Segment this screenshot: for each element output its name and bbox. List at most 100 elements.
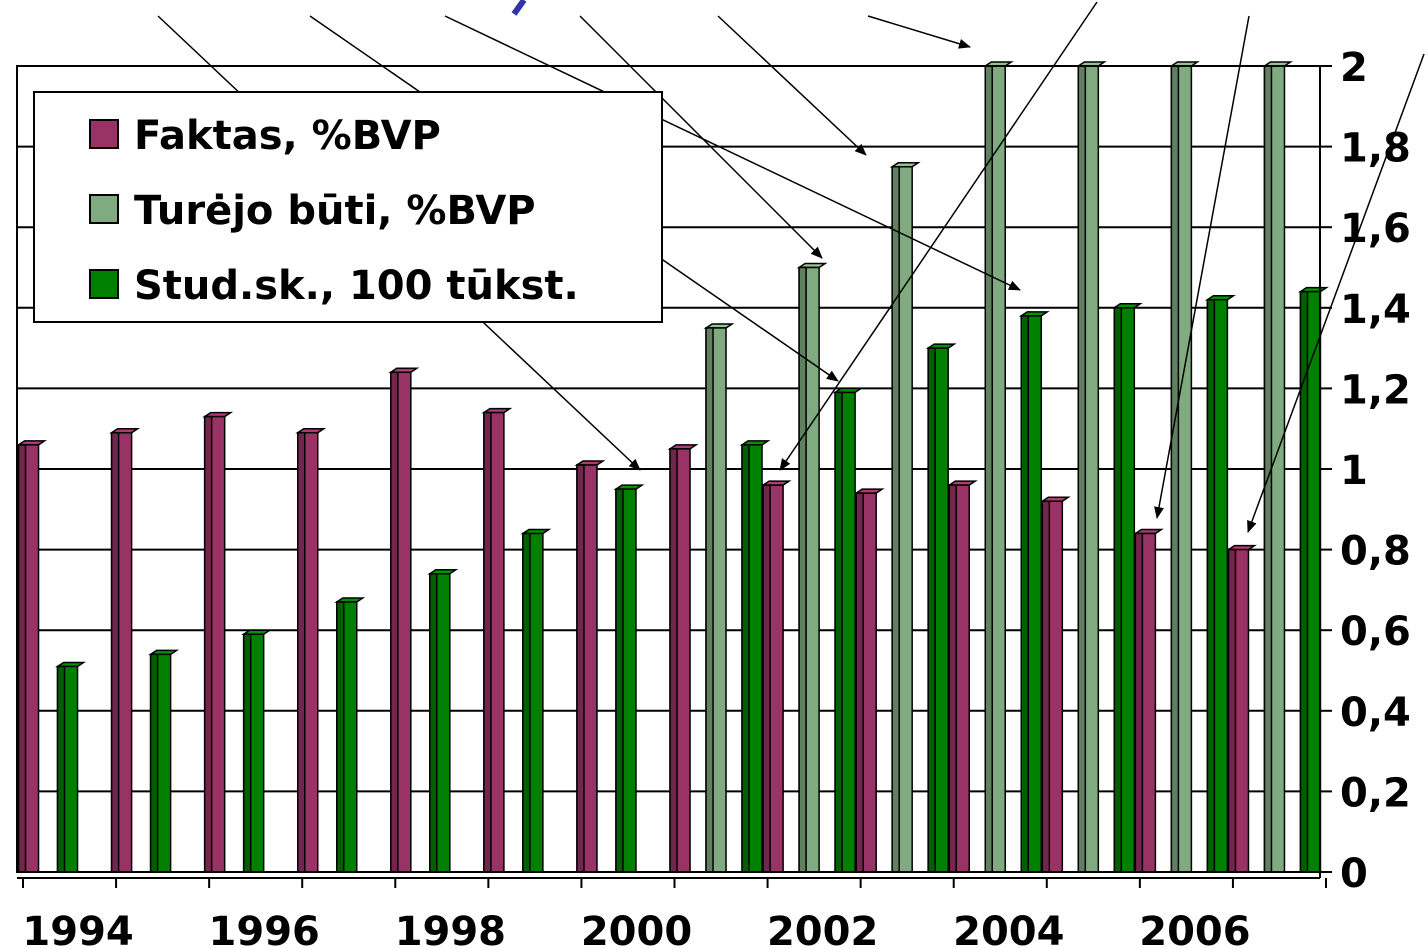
bar-2-1999 xyxy=(520,528,552,873)
bar-side-face xyxy=(203,415,213,873)
bar-side-face xyxy=(390,371,399,873)
bar-side-face xyxy=(615,488,624,873)
x-tick-label: 2002 xyxy=(767,909,878,949)
annotation-arrow xyxy=(444,15,1021,291)
bar-0-2003 xyxy=(853,488,885,873)
y-tick-label: 1,6 xyxy=(1340,206,1411,252)
legend-swatch-stud xyxy=(89,269,119,299)
annotation-arrow xyxy=(1154,15,1250,519)
bar-side-face xyxy=(242,633,252,873)
y-tick-label: 0,8 xyxy=(1340,529,1411,575)
bar-0-2000 xyxy=(574,460,606,873)
legend-swatch-turejo xyxy=(89,194,119,224)
y-tick-label: 1,2 xyxy=(1340,367,1411,413)
bar-side-face xyxy=(948,484,957,873)
y-tick-label: 0,4 xyxy=(1340,690,1411,736)
x-tick-label: 1994 xyxy=(22,909,133,949)
bar-side-face xyxy=(1077,65,1087,873)
bar-0-2005 xyxy=(1039,496,1071,873)
bar-side-face xyxy=(297,431,306,873)
bar-2-2005 xyxy=(1111,303,1143,873)
y-tick-label: 2 xyxy=(1340,45,1368,91)
bar-side-face xyxy=(705,327,714,873)
bar-side-face xyxy=(1206,298,1216,873)
bar-1-2007 xyxy=(1261,61,1293,873)
annotation-arrow xyxy=(867,15,971,49)
y-tick-label: 1 xyxy=(1340,448,1368,494)
bar-0-2001 xyxy=(667,444,699,873)
legend-label-turejo: Turėjo būti, %BVP xyxy=(134,188,536,234)
bars xyxy=(16,61,1329,873)
bar-side-face xyxy=(1041,500,1051,873)
bar-side-face xyxy=(1227,548,1237,873)
bar-1-2003 xyxy=(889,162,921,873)
bar-2-1994 xyxy=(55,661,87,873)
bar-side-face xyxy=(429,573,438,873)
bar-2-1997 xyxy=(334,597,366,873)
y-axis: 0 0,2 0,4 0,6 0,8 1 1,2 1,4 1,6 1,8 2 xyxy=(1319,45,1411,897)
bar-0-2002 xyxy=(760,480,792,873)
bar-side-face xyxy=(927,347,936,873)
bar-1-2006 xyxy=(1168,61,1200,873)
legend-swatch-faktas xyxy=(89,119,119,149)
y-tick-label: 1,4 xyxy=(1340,287,1411,333)
bar-0-1996 xyxy=(202,411,234,873)
bar-side-face xyxy=(762,484,771,873)
annotation-arrow xyxy=(717,15,867,156)
bar-side-face xyxy=(1170,65,1180,873)
bar-2-1995 xyxy=(148,649,180,873)
legend: Faktas, %BVP Turėjo būti, %BVP Stud.sk.,… xyxy=(33,91,663,323)
x-tick-label: 2006 xyxy=(1139,909,1250,949)
bar-side-face xyxy=(149,653,159,873)
y-tick-label: 0 xyxy=(1340,851,1368,897)
annotation-arrow xyxy=(779,1,1098,471)
x-tick-label: 1998 xyxy=(395,909,506,949)
bar-side-face xyxy=(576,464,585,873)
bar-1-2002 xyxy=(796,262,828,873)
bar-1-2001 xyxy=(703,323,735,873)
bar-2-2000 xyxy=(613,484,645,873)
bar-0-1997 xyxy=(295,427,327,873)
bar-0-2007 xyxy=(1225,544,1257,873)
legend-label-stud: Stud.sk., 100 tūkst. xyxy=(134,263,579,309)
bar-side-face xyxy=(669,448,678,873)
bar-side-face xyxy=(56,665,66,873)
y-tick-label: 0,6 xyxy=(1340,609,1411,655)
bar-1-2004 xyxy=(982,61,1014,873)
annotation-arrow xyxy=(1247,53,1425,533)
bar-side-face xyxy=(1134,532,1144,873)
x-axis: 1994 1996 1998 2000 2002 2004 2006 xyxy=(17,877,1327,949)
x-tick-label: 1996 xyxy=(209,909,320,949)
bar-side-face xyxy=(522,532,531,873)
bar-0-1995 xyxy=(109,427,141,873)
bar-side-face xyxy=(1113,307,1123,873)
x-tick-label: 2000 xyxy=(581,909,692,949)
title-fragment-mark xyxy=(511,0,527,16)
annotation-arrow xyxy=(579,15,823,259)
bar-side-face xyxy=(855,492,864,873)
bar-2-1996 xyxy=(241,629,273,873)
bar-side-face xyxy=(336,601,345,873)
bar-2-2006 xyxy=(1204,294,1236,873)
x-tick-label: 2004 xyxy=(953,909,1064,949)
bar-0-2004 xyxy=(946,480,978,873)
bar-2-2007 xyxy=(1297,286,1329,873)
y-tick-label: 0,2 xyxy=(1340,770,1411,816)
bar-0-1998 xyxy=(388,367,420,873)
bar-side-face xyxy=(891,166,900,873)
bar-side-face xyxy=(741,444,750,873)
bar-side-face xyxy=(483,411,492,873)
bar-side-face xyxy=(1020,315,1029,873)
bar-side-face xyxy=(984,65,993,873)
bar-0-2006 xyxy=(1132,528,1164,873)
bar-2-1998 xyxy=(427,569,459,873)
bar-side-face xyxy=(17,444,27,873)
bar-1-2005 xyxy=(1075,61,1107,873)
bar-side-face xyxy=(110,431,120,873)
legend-label-faktas: Faktas, %BVP xyxy=(134,113,441,159)
bar-2-2004 xyxy=(1018,311,1050,873)
legend-box xyxy=(33,91,663,323)
bar-0-1999 xyxy=(481,407,513,873)
bar-side-face xyxy=(834,391,843,873)
